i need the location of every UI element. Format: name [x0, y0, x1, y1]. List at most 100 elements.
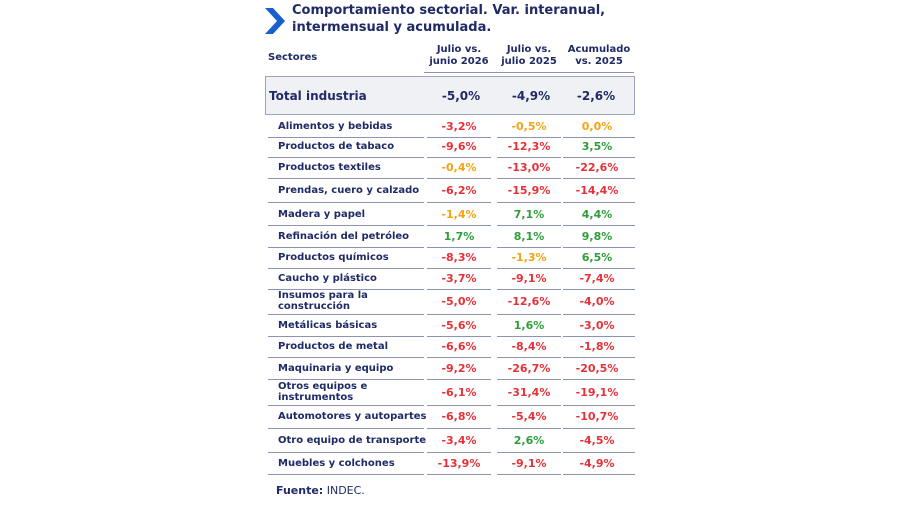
divider	[497, 314, 561, 315]
column-header-julio-vs-julio: Julio vs. julio 2025	[497, 44, 561, 68]
divider	[563, 225, 635, 226]
divider	[427, 178, 491, 179]
table-row: Muebles y colchones -13,9% -9,1% -4,9%	[268, 453, 634, 473]
divider	[427, 314, 491, 315]
divider	[268, 452, 424, 453]
divider	[563, 336, 635, 337]
value-cell: -14,4%	[575, 184, 619, 197]
column-header-line: vs. 2025	[575, 56, 623, 67]
value-cell: -4,0%	[579, 294, 615, 308]
divider	[563, 405, 635, 406]
column-header-julio-vs-junio: Julio vs. junio 2026	[427, 44, 491, 68]
value-cell: -3,4%	[441, 433, 477, 447]
table-row: Productos textiles -0,4% -13,0% -22,6%	[268, 158, 634, 177]
value-cell: -15,9%	[507, 184, 551, 197]
value-cell: -9,1%	[511, 456, 547, 470]
divider	[497, 157, 561, 158]
value-cell: -8,3%	[441, 250, 477, 264]
value-cell: -3,0%	[579, 318, 615, 332]
value-cell: -12,3%	[507, 140, 551, 153]
sector-label: Productos de tabaco	[278, 141, 395, 152]
divider	[563, 289, 635, 290]
column-header-line: junio 2026	[429, 56, 489, 67]
divider	[563, 202, 635, 203]
value-cell: -5,6%	[441, 318, 477, 332]
value-cell: -9,2%	[441, 361, 477, 375]
divider	[427, 247, 491, 248]
divider	[427, 452, 491, 453]
divider	[497, 452, 561, 453]
divider	[563, 314, 635, 315]
value-cell: 0,0%	[581, 120, 613, 133]
value-cell: 2,6%	[513, 433, 545, 447]
source-label: Fuente:	[276, 484, 324, 497]
divider	[497, 379, 561, 380]
divider	[268, 137, 424, 138]
total-row: Total industria -5,0% -4,9% -2,6%	[265, 76, 635, 115]
source-note: Fuente: INDEC.	[276, 484, 365, 497]
sector-label: Madera y papel	[278, 208, 366, 220]
divider	[563, 474, 635, 475]
divider	[427, 379, 491, 380]
divider	[563, 268, 635, 269]
value-cell: 3,5%	[581, 140, 613, 153]
divider	[497, 357, 561, 358]
value-cell: 1,6%	[513, 318, 545, 332]
divider	[563, 452, 635, 453]
table-row: Otro equipo de transporte -3,4% 2,6% -4,5%	[268, 429, 634, 451]
value-cell: -7,4%	[579, 272, 615, 285]
divider	[427, 405, 491, 406]
divider	[427, 428, 491, 429]
value-cell: -0,5%	[511, 120, 547, 133]
divider	[268, 379, 424, 380]
divider	[497, 202, 561, 203]
divider	[427, 157, 491, 158]
value-cell: 6,5%	[581, 250, 613, 264]
divider	[563, 178, 635, 179]
sector-label: Insumos para la construcción	[278, 290, 368, 312]
table-row: Caucho y plástico -3,7% -9,1% -7,4%	[268, 269, 634, 288]
divider	[268, 428, 424, 429]
value-cell: 9,8%	[581, 230, 613, 243]
divider	[497, 289, 561, 290]
table-row: Automotores y autopartes -6,8% -5,4% -10,7%	[268, 405, 634, 427]
sector-label: Productos químicos	[278, 251, 389, 263]
column-header-sectores: Sectores	[268, 52, 318, 63]
table-row: Refinación del petróleo 1,7% 8,1% 9,8%	[268, 227, 634, 246]
value-cell: -4,5%	[579, 433, 615, 447]
sector-label: Otros equipos e instrumentos	[278, 381, 368, 403]
value-cell: -1,3%	[511, 250, 547, 264]
value-cell: -6,8%	[441, 409, 477, 423]
divider	[268, 247, 424, 248]
divider	[268, 357, 424, 358]
divider	[424, 72, 634, 73]
total-label: Total industria	[269, 89, 367, 103]
divider	[563, 137, 635, 138]
sector-label: Automotores y autopartes	[278, 410, 427, 422]
value-cell: -20,5%	[575, 361, 619, 375]
column-header-acumulado: Acumulado vs. 2025	[563, 44, 635, 68]
total-value: -5,0%	[441, 89, 481, 103]
table-row: Alimentos y bebidas -3,2% -0,5% 0,0%	[268, 117, 634, 136]
divider	[268, 202, 424, 203]
value-cell: -9,1%	[511, 272, 547, 285]
divider	[268, 157, 424, 158]
page-title: Comportamiento sectorial. Var. interanua…	[292, 3, 606, 35]
divider	[497, 247, 561, 248]
divider	[268, 178, 424, 179]
value-cell: -1,8%	[579, 340, 615, 353]
divider	[497, 474, 561, 475]
value-cell: -12,6%	[507, 294, 551, 308]
table-row: Otros equipos e instrumentos -6,1% -31,4% -…	[268, 380, 634, 404]
divider	[497, 137, 561, 138]
value-cell: 4,4%	[581, 207, 613, 221]
sector-label: Alimentos y bebidas	[278, 121, 393, 132]
divider	[427, 137, 491, 138]
value-cell: -6,6%	[441, 340, 477, 353]
value-cell: -22,6%	[575, 161, 619, 174]
sector-label: Refinación del petróleo	[278, 231, 410, 242]
table-row: Madera y papel -1,4% 7,1% 4,4%	[268, 204, 634, 224]
value-cell: -13,0%	[507, 161, 551, 174]
divider	[563, 428, 635, 429]
divider	[268, 405, 424, 406]
